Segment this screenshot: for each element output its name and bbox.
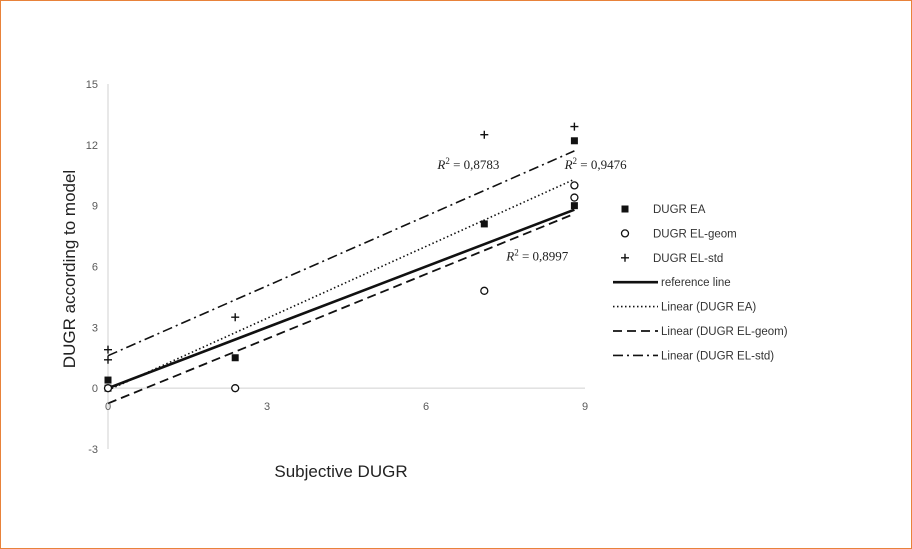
data-point-square bbox=[104, 376, 112, 384]
data-point-plus bbox=[104, 355, 112, 364]
data-point-circle bbox=[480, 286, 489, 295]
legend-marker-swatch bbox=[620, 229, 630, 238]
series-line bbox=[107, 178, 575, 391]
r2-annotations: R2 = 0,8783 R2 = 0,9476 R2 = 0,8997 bbox=[436, 156, 627, 263]
r2-annotation: R2 = 0,9476 bbox=[564, 156, 628, 172]
legend-label: DUGR EL-geom bbox=[653, 228, 737, 240]
legend-item: Linear (DUGR EA) bbox=[613, 302, 756, 314]
x-tick-label: 6 bbox=[423, 401, 429, 413]
data-point-square bbox=[570, 202, 578, 210]
y-axis-title: DUGR according to model bbox=[60, 170, 79, 368]
legend-item: Linear (DUGR EL-geom) bbox=[613, 326, 788, 338]
data-point-square bbox=[480, 220, 488, 228]
legend: DUGR EA DUGR EL-geom DUGR EL-std reference … bbox=[613, 204, 788, 362]
legend-item: DUGR EA bbox=[621, 204, 706, 216]
legend-item: reference line bbox=[613, 277, 731, 289]
y-tick-label: 12 bbox=[86, 140, 98, 152]
data-point-plus bbox=[231, 313, 240, 322]
legend-label: DUGR EA bbox=[653, 204, 706, 216]
series-line bbox=[107, 212, 575, 405]
data-point-plus bbox=[104, 345, 112, 354]
legend-label: reference line bbox=[661, 277, 731, 289]
legend-marker-swatch bbox=[621, 205, 629, 213]
legend-label: Linear (DUGR EL-geom) bbox=[661, 326, 788, 338]
series-line bbox=[107, 150, 575, 357]
data-point-square bbox=[231, 354, 239, 362]
series-line bbox=[107, 208, 575, 390]
legend-item: DUGR EL-geom bbox=[620, 228, 737, 240]
y-tick-label: -3 bbox=[88, 444, 98, 456]
trend-lines bbox=[107, 150, 575, 405]
y-tick-label: 15 bbox=[86, 79, 98, 91]
tick-labels: -3 0 3 6 9 12 15 0 3 6 9 bbox=[86, 79, 588, 456]
x-tick-label: 3 bbox=[264, 401, 270, 413]
data-point-square bbox=[570, 137, 578, 145]
legend-marker-swatch bbox=[621, 253, 629, 262]
data-point-circle bbox=[570, 193, 579, 202]
y-tick-label: 6 bbox=[92, 262, 98, 274]
data-points bbox=[103, 122, 579, 393]
y-tick-label: 3 bbox=[92, 322, 98, 334]
legend-item: DUGR EL-std bbox=[621, 253, 723, 265]
legend-item: Linear (DUGR EL-std) bbox=[613, 350, 774, 362]
data-point-circle bbox=[570, 181, 579, 190]
data-point-plus bbox=[570, 122, 579, 131]
data-point-circle bbox=[103, 384, 113, 393]
data-point-circle bbox=[231, 384, 240, 393]
x-axis-title: Subjective DUGR bbox=[274, 462, 407, 481]
axes bbox=[107, 84, 585, 449]
y-tick-label: 0 bbox=[92, 383, 98, 395]
legend-label: Linear (DUGR EL-std) bbox=[661, 350, 774, 362]
r2-annotation: R2 = 0,8783 bbox=[436, 156, 499, 172]
x-tick-label: 0 bbox=[105, 401, 111, 413]
legend-label: Linear (DUGR EA) bbox=[661, 302, 756, 314]
y-tick-label: 9 bbox=[92, 201, 98, 213]
x-tick-label: 9 bbox=[582, 401, 588, 413]
legend-label: DUGR EL-std bbox=[653, 253, 723, 265]
r2-annotation: R2 = 0,8997 bbox=[505, 247, 569, 263]
data-point-plus bbox=[480, 130, 489, 139]
